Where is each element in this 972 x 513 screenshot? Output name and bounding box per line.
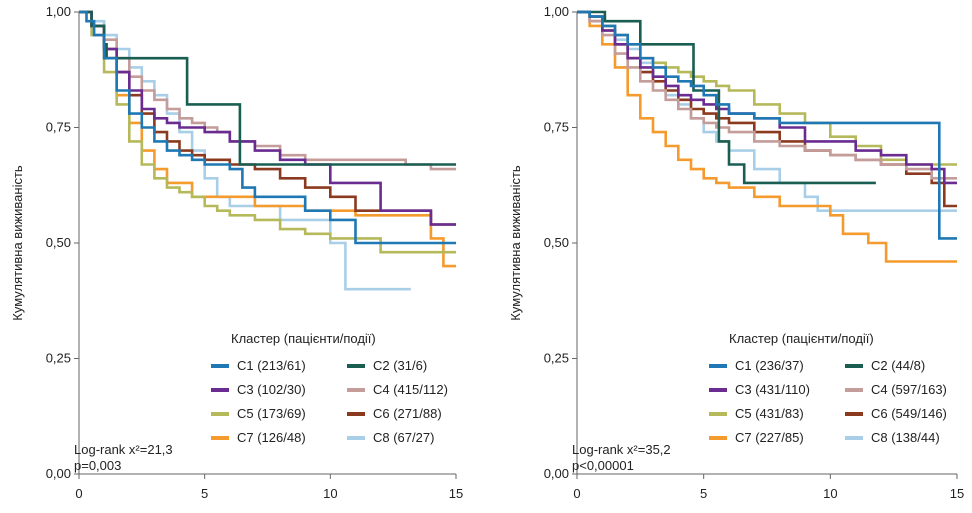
y-tick-label: 0,75: [46, 120, 71, 135]
km-curve-c3: [577, 10, 957, 185]
x-tick-label: 15: [950, 486, 964, 501]
legend-label-c1: C1 (213/61): [237, 358, 306, 373]
log-rank-statistic: Log-rank x²=35,2: [572, 442, 671, 457]
km-curve-c8: [577, 10, 957, 212]
km-curve-c1: [577, 10, 957, 240]
legend-label-c2: C2 (31/6): [373, 358, 427, 373]
km-panel-2: 0,00 0,25 0,50 0,75 1,00 0 5 10 15 Кумулятивна ви…: [508, 4, 964, 501]
log-rank-statistic: Log-rank x²=21,3: [74, 442, 173, 457]
x-tick-label: 5: [201, 486, 208, 501]
legend-label-c6: C6 (549/146): [871, 406, 947, 421]
km-curve-c6: [79, 10, 456, 226]
p-value: p<0,00001: [572, 458, 634, 473]
legend-label-c8: C8 (138/44): [871, 430, 940, 445]
y-tick-label: 0,25: [544, 351, 569, 366]
legend-title: Кластер (пацієнти/події): [729, 331, 874, 346]
y-tick-label: 0,75: [544, 120, 569, 135]
legend-label-c1: C1 (236/37): [735, 358, 804, 373]
x-tick-label: 10: [323, 486, 337, 501]
y-tick-label: 0,00: [544, 466, 569, 481]
y-tick-label: 0,00: [46, 466, 71, 481]
y-tick-label: 0,50: [544, 235, 569, 250]
legend-label-c7: C7 (126/48): [237, 430, 306, 445]
legend-label-c3: C3 (102/30): [237, 382, 306, 397]
km-curve-c7: [577, 10, 957, 263]
legend: Кластер (пацієнти/події) C1 (213/61) C2 (3…: [211, 331, 448, 445]
legend-label-c2: C2 (44/8): [871, 358, 925, 373]
p-value: p=0,003: [74, 458, 121, 473]
legend-label-c5: C5 (431/83): [735, 406, 804, 421]
x-tick-label: 10: [823, 486, 837, 501]
legend-label-c6: C6 (271/88): [373, 406, 442, 421]
y-tick-label: 1,00: [544, 4, 569, 19]
y-tick-label: 0,50: [46, 235, 71, 250]
legend-label-c8: C8 (67/27): [373, 430, 434, 445]
y-axis-title: Кумулятивна виживаність: [508, 165, 523, 321]
km-curve-c2: [577, 10, 876, 185]
km-curve-c5: [79, 10, 456, 254]
km-curve-c1: [79, 10, 456, 245]
legend-label-c4: C4 (597/163): [871, 382, 947, 397]
km-curves: [79, 10, 456, 291]
x-tick-label: 5: [700, 486, 707, 501]
y-tick-label: 0,25: [46, 351, 71, 366]
x-tick-label: 0: [573, 486, 580, 501]
km-curve-c3: [79, 10, 456, 226]
km-curve-c4: [577, 10, 957, 180]
km-curve-c6: [577, 10, 957, 208]
legend: Кластер (пацієнти/події) C1 (236/37) C2 (4…: [709, 331, 947, 445]
km-panel-1: 0,00 0,25 0,50 0,75 1,00 0 5 10 15 Кумулятивна ви…: [10, 4, 463, 501]
x-tick-label: 0: [75, 486, 82, 501]
legend-label-c3: C3 (431/110): [735, 382, 810, 397]
km-curve-c7: [79, 10, 456, 268]
legend-label-c5: C5 (173/69): [237, 406, 306, 421]
legend-title: Кластер (пацієнти/події): [231, 331, 376, 346]
km-curves: [577, 10, 957, 263]
km-curve-c8: [79, 10, 411, 291]
legend-label-c4: C4 (415/112): [373, 382, 448, 397]
y-axis-title: Кумулятивна виживаність: [10, 165, 25, 321]
legend-label-c7: C7 (227/85): [735, 430, 804, 445]
x-tick-label: 15: [449, 486, 463, 501]
y-tick-label: 1,00: [46, 4, 71, 19]
